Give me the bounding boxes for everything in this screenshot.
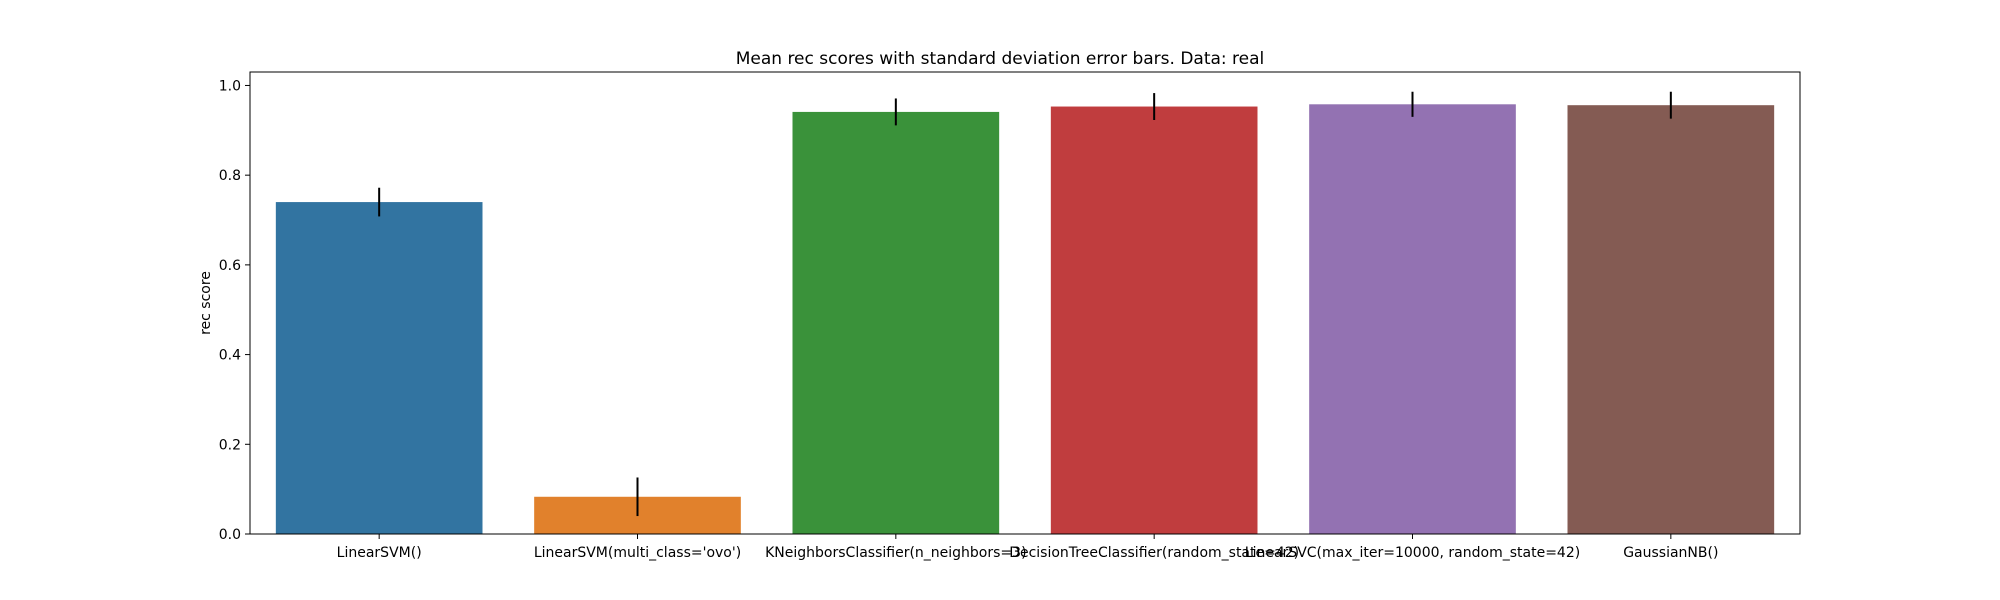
y-axis: 0.0 0.2 0.4 0.6 0.8 1.0 [219, 78, 250, 543]
y-tick-label: 1.0 [219, 78, 241, 94]
y-tick-label: 0.6 [219, 258, 241, 274]
y-axis-label: rec score [198, 271, 214, 335]
x-tick-label: LinearSVC(max_iter=10000, random_state=4… [1245, 545, 1580, 561]
bar [1309, 104, 1516, 535]
bars-layer [275, 104, 1775, 535]
chart-title: Mean rec scores with standard deviation … [736, 49, 1265, 69]
x-axis: LinearSVM() LinearSVM(multi_class='ovo') K… [337, 534, 1718, 561]
bar [1567, 105, 1775, 534]
bar [792, 111, 1000, 535]
x-tick-label: LinearSVM(multi_class='ovo') [534, 545, 741, 561]
x-tick-label: DecisionTreeClassifier(random_state=42) [1009, 545, 1299, 561]
x-tick-label: KNeighborsClassifier(n_neighbors=3) [765, 545, 1026, 561]
bar [275, 202, 483, 534]
x-tick-label: LinearSVM() [337, 545, 422, 561]
bar [1050, 106, 1258, 534]
y-tick-label: 0.8 [219, 168, 241, 184]
y-tick-label: 0.2 [219, 437, 241, 453]
x-tick-label: GaussianNB() [1623, 545, 1718, 561]
y-tick-label: 0.4 [219, 348, 241, 364]
plot-frame [249, 71, 1801, 535]
error-bars-layer [378, 91, 1672, 517]
y-tick-label: 0.0 [219, 527, 241, 543]
